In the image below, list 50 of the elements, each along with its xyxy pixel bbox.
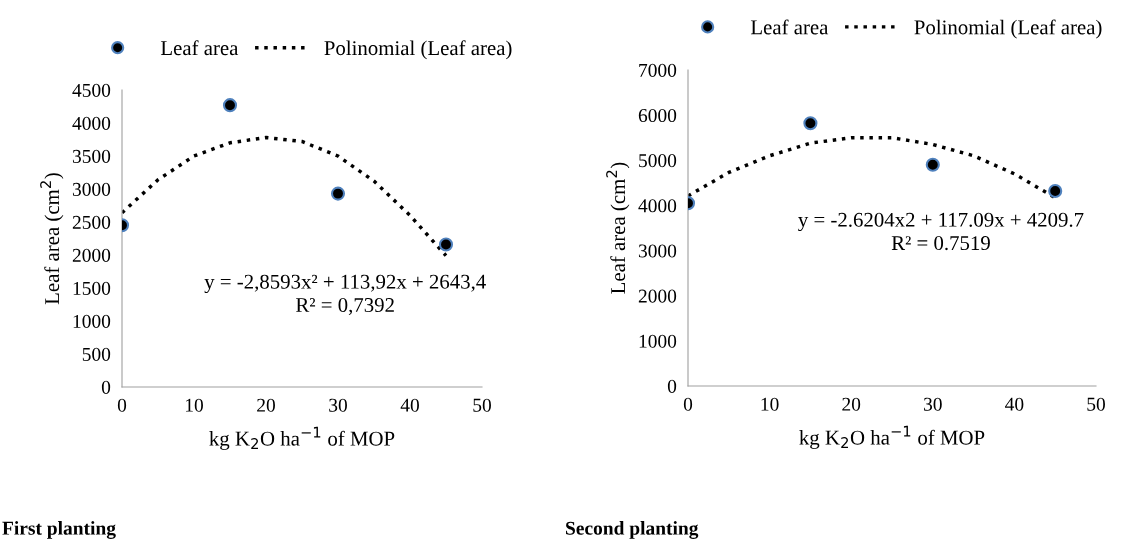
y-tick-label: 2000	[638, 289, 677, 303]
x-tick-label: 30	[924, 397, 942, 411]
x-tick-label: 40	[1005, 397, 1024, 411]
annotation: y = -2,8593x² + 113,92x + 2643,4	[204, 274, 486, 294]
x-tick-label: 50	[473, 398, 491, 412]
y-tick-label: 4000	[638, 199, 677, 213]
y-tick-label: 5000	[639, 154, 677, 168]
annotation: R² = 0.7519	[891, 236, 990, 251]
point	[1048, 183, 1063, 199]
y-tick-label: 3000	[638, 244, 677, 258]
y-tick-label: 1000	[639, 334, 677, 348]
x-tick-label: 20	[842, 397, 861, 411]
text: First planting	[2, 521, 116, 539]
x-tick-label: 30	[329, 398, 347, 412]
x-axis-title: kg K$_{2}$O ha$^{−1}$ of MOP	[209, 426, 395, 450]
y-tick-label: 4000	[72, 116, 111, 130]
x-tick-label: 10	[185, 398, 203, 412]
x-axis-title: kg K$_{2}$O ha$^{−1}$ of MOP	[799, 425, 985, 449]
legend-label: Polinomial (Leaf area)	[324, 40, 512, 60]
y-tick-label: 3500	[72, 149, 111, 163]
y-tick-label: 500	[82, 347, 111, 361]
x-tick-label: 10	[761, 397, 779, 411]
point	[925, 157, 940, 172]
y-axis-title: Leaf area (cm$^{2}$)	[40, 173, 64, 305]
y-axis-title: Leaf area (cm$^{2}$)	[606, 162, 630, 294]
annotation: R² = 0,7392	[296, 297, 394, 316]
y-tick-label: 1500	[73, 281, 111, 295]
y-tick-label: 6000	[638, 108, 677, 123]
y-tick-label: 0	[667, 379, 677, 393]
x-tick-label: 0	[117, 398, 127, 412]
y-tick-label: 4500	[72, 83, 111, 97]
x-tick-label: 40	[400, 398, 419, 412]
y-tick-label: 7000	[639, 63, 677, 77]
legend-label: Leaf area	[160, 40, 239, 56]
x-tick-label: 50	[1087, 397, 1105, 411]
point	[330, 186, 346, 201]
y-tick-label: 0	[101, 380, 111, 394]
y-tick-label: 3000	[72, 182, 111, 196]
y-tick-label: 1000	[73, 314, 111, 328]
annotation: y = -2.6204x2 + 117.09x + 4209.7	[798, 212, 1084, 232]
y-tick-label: 2500	[72, 215, 111, 229]
x-tick-label: 0	[683, 397, 693, 411]
x-tick-label: 20	[257, 398, 275, 412]
legend-label: Polinomial (Leaf area)	[914, 19, 1102, 39]
legend-label: Leaf area	[750, 19, 829, 35]
y-tick-label: 2000	[72, 248, 111, 262]
point	[222, 98, 238, 113]
text: Second planting	[566, 521, 699, 539]
point	[438, 237, 454, 252]
point	[803, 116, 818, 131]
